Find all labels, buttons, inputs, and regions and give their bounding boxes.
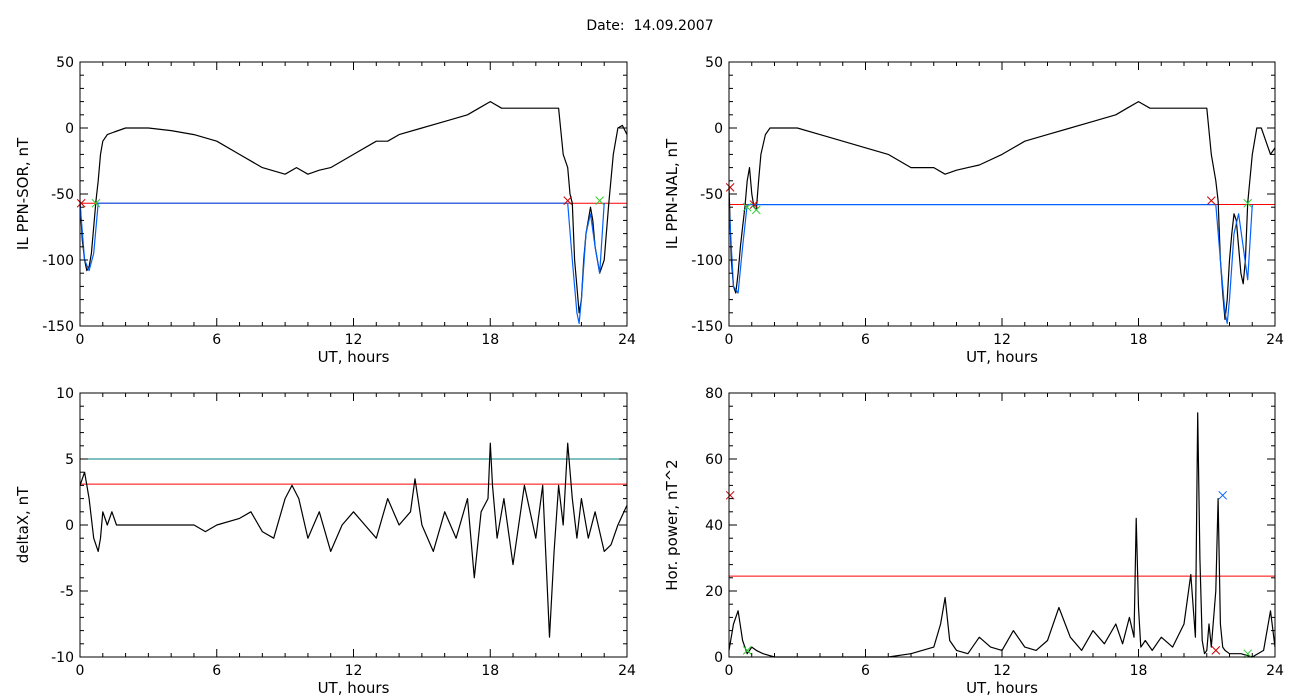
x-marker-stroke (91, 198, 101, 208)
x-tick-label: 24 (618, 663, 636, 679)
y-tick-label: -150 (691, 319, 723, 335)
x-marker (749, 200, 759, 209)
plot-frame (79, 61, 628, 327)
y-tick-label: 0 (714, 121, 723, 137)
x-marker (91, 198, 101, 208)
x-axis-label: UT, hours (966, 348, 1038, 366)
x-tick-label: 0 (76, 663, 85, 679)
panel-deltax: 0 6 12 18 24 -10 -5 0 5 10 UT, hours deltaX, nT (14, 386, 636, 697)
x-tick-label: 12 (345, 663, 363, 679)
plot-frame (728, 61, 1276, 327)
x-marker (1206, 196, 1216, 205)
y-tick-label: -100 (42, 253, 74, 269)
series-line (728, 412, 1276, 658)
y-tick-label: -50 (51, 187, 74, 203)
y-axis-label: IL PPN-NAL, nT (663, 138, 681, 249)
series-line (728, 100, 1276, 320)
y-tick-label: -100 (691, 253, 723, 269)
x-marker-stroke (751, 205, 761, 215)
x-marker-stroke (725, 183, 735, 192)
y-axis-label: deltaX, nT (14, 486, 32, 563)
panel-power: 0 6 12 18 24 0 20 40 60 80 UT, hours Hor. power, nT… (663, 386, 1284, 697)
panel-nal: 0 6 12 18 24 -150 -100 -50 0 50 UT, hours IL PPN-NA… (663, 55, 1284, 366)
series-line (728, 204, 1253, 324)
x-marker-stroke (1206, 196, 1216, 205)
x-tick-label: 18 (481, 332, 499, 348)
y-tick-label: 10 (56, 386, 74, 402)
x-marker-stroke (725, 490, 735, 500)
plot-frame (728, 392, 1276, 658)
y-tick-label: 20 (705, 584, 723, 600)
x-tick-label: 18 (1130, 332, 1148, 348)
x-tick-label: 6 (212, 332, 221, 348)
y-tick-label: -5 (60, 584, 74, 600)
y-tick-label: 50 (56, 55, 74, 71)
x-marker-stroke (76, 198, 86, 208)
x-tick-label: 18 (1130, 663, 1148, 679)
x-marker-stroke (742, 646, 752, 655)
x-marker-stroke (1243, 198, 1253, 208)
x-tick-label: 0 (725, 332, 734, 348)
x-tick-label: 0 (725, 663, 734, 679)
y-tick-label: 0 (65, 121, 74, 137)
x-tick-label: 24 (1266, 332, 1284, 348)
x-tick-label: 6 (861, 332, 870, 348)
x-marker (1243, 649, 1253, 659)
y-tick-label: 0 (65, 518, 74, 534)
x-marker (563, 196, 573, 205)
y-tick-label: 0 (714, 650, 723, 666)
y-tick-label: 60 (705, 452, 723, 468)
x-marker (1218, 490, 1228, 500)
y-tick-label: 40 (705, 518, 723, 534)
x-marker (742, 202, 752, 212)
y-tick-label: 50 (705, 55, 723, 71)
y-tick-label: -10 (51, 650, 74, 666)
x-marker-stroke (1243, 649, 1253, 659)
x-tick-label: 12 (345, 332, 363, 348)
y-tick-label: -50 (700, 187, 723, 203)
x-marker (595, 196, 605, 205)
panel-sor: 0 6 12 18 24 -150 -100 -50 0 50 UT, hours IL PPN-SO… (14, 55, 636, 366)
x-tick-label: 0 (76, 332, 85, 348)
y-axis-label: IL PPN-SOR, nT (14, 137, 32, 250)
y-tick-label: 5 (65, 452, 74, 468)
x-axis-label: UT, hours (966, 679, 1038, 697)
series-line (79, 442, 628, 638)
page-title: Date: 14.09.2007 (586, 18, 714, 34)
x-tick-label: 12 (993, 332, 1011, 348)
x-tick-label: 24 (618, 332, 636, 348)
series-line (79, 100, 628, 314)
x-tick-label: 24 (1266, 663, 1284, 679)
x-marker (1211, 646, 1221, 655)
y-axis-label: Hor. power, nT^2 (663, 459, 681, 590)
x-marker-stroke (749, 200, 759, 209)
x-marker-stroke (1218, 490, 1228, 500)
x-marker-stroke (595, 196, 605, 205)
x-marker (725, 490, 735, 500)
x-tick-label: 12 (993, 663, 1011, 679)
x-marker-stroke (742, 202, 752, 212)
x-marker-stroke (1211, 646, 1221, 655)
y-tick-label: -150 (42, 319, 74, 335)
x-tick-label: 18 (481, 663, 499, 679)
x-axis-label: UT, hours (318, 679, 390, 697)
y-tick-label: 80 (705, 386, 723, 402)
x-tick-label: 6 (212, 663, 221, 679)
x-marker (751, 205, 761, 215)
x-axis-label: UT, hours (318, 348, 390, 366)
x-marker (725, 183, 735, 192)
x-marker-stroke (563, 196, 573, 205)
x-marker (76, 198, 86, 208)
x-tick-label: 6 (861, 663, 870, 679)
x-marker (742, 646, 752, 655)
x-marker (1243, 198, 1253, 208)
series-line (79, 202, 605, 324)
